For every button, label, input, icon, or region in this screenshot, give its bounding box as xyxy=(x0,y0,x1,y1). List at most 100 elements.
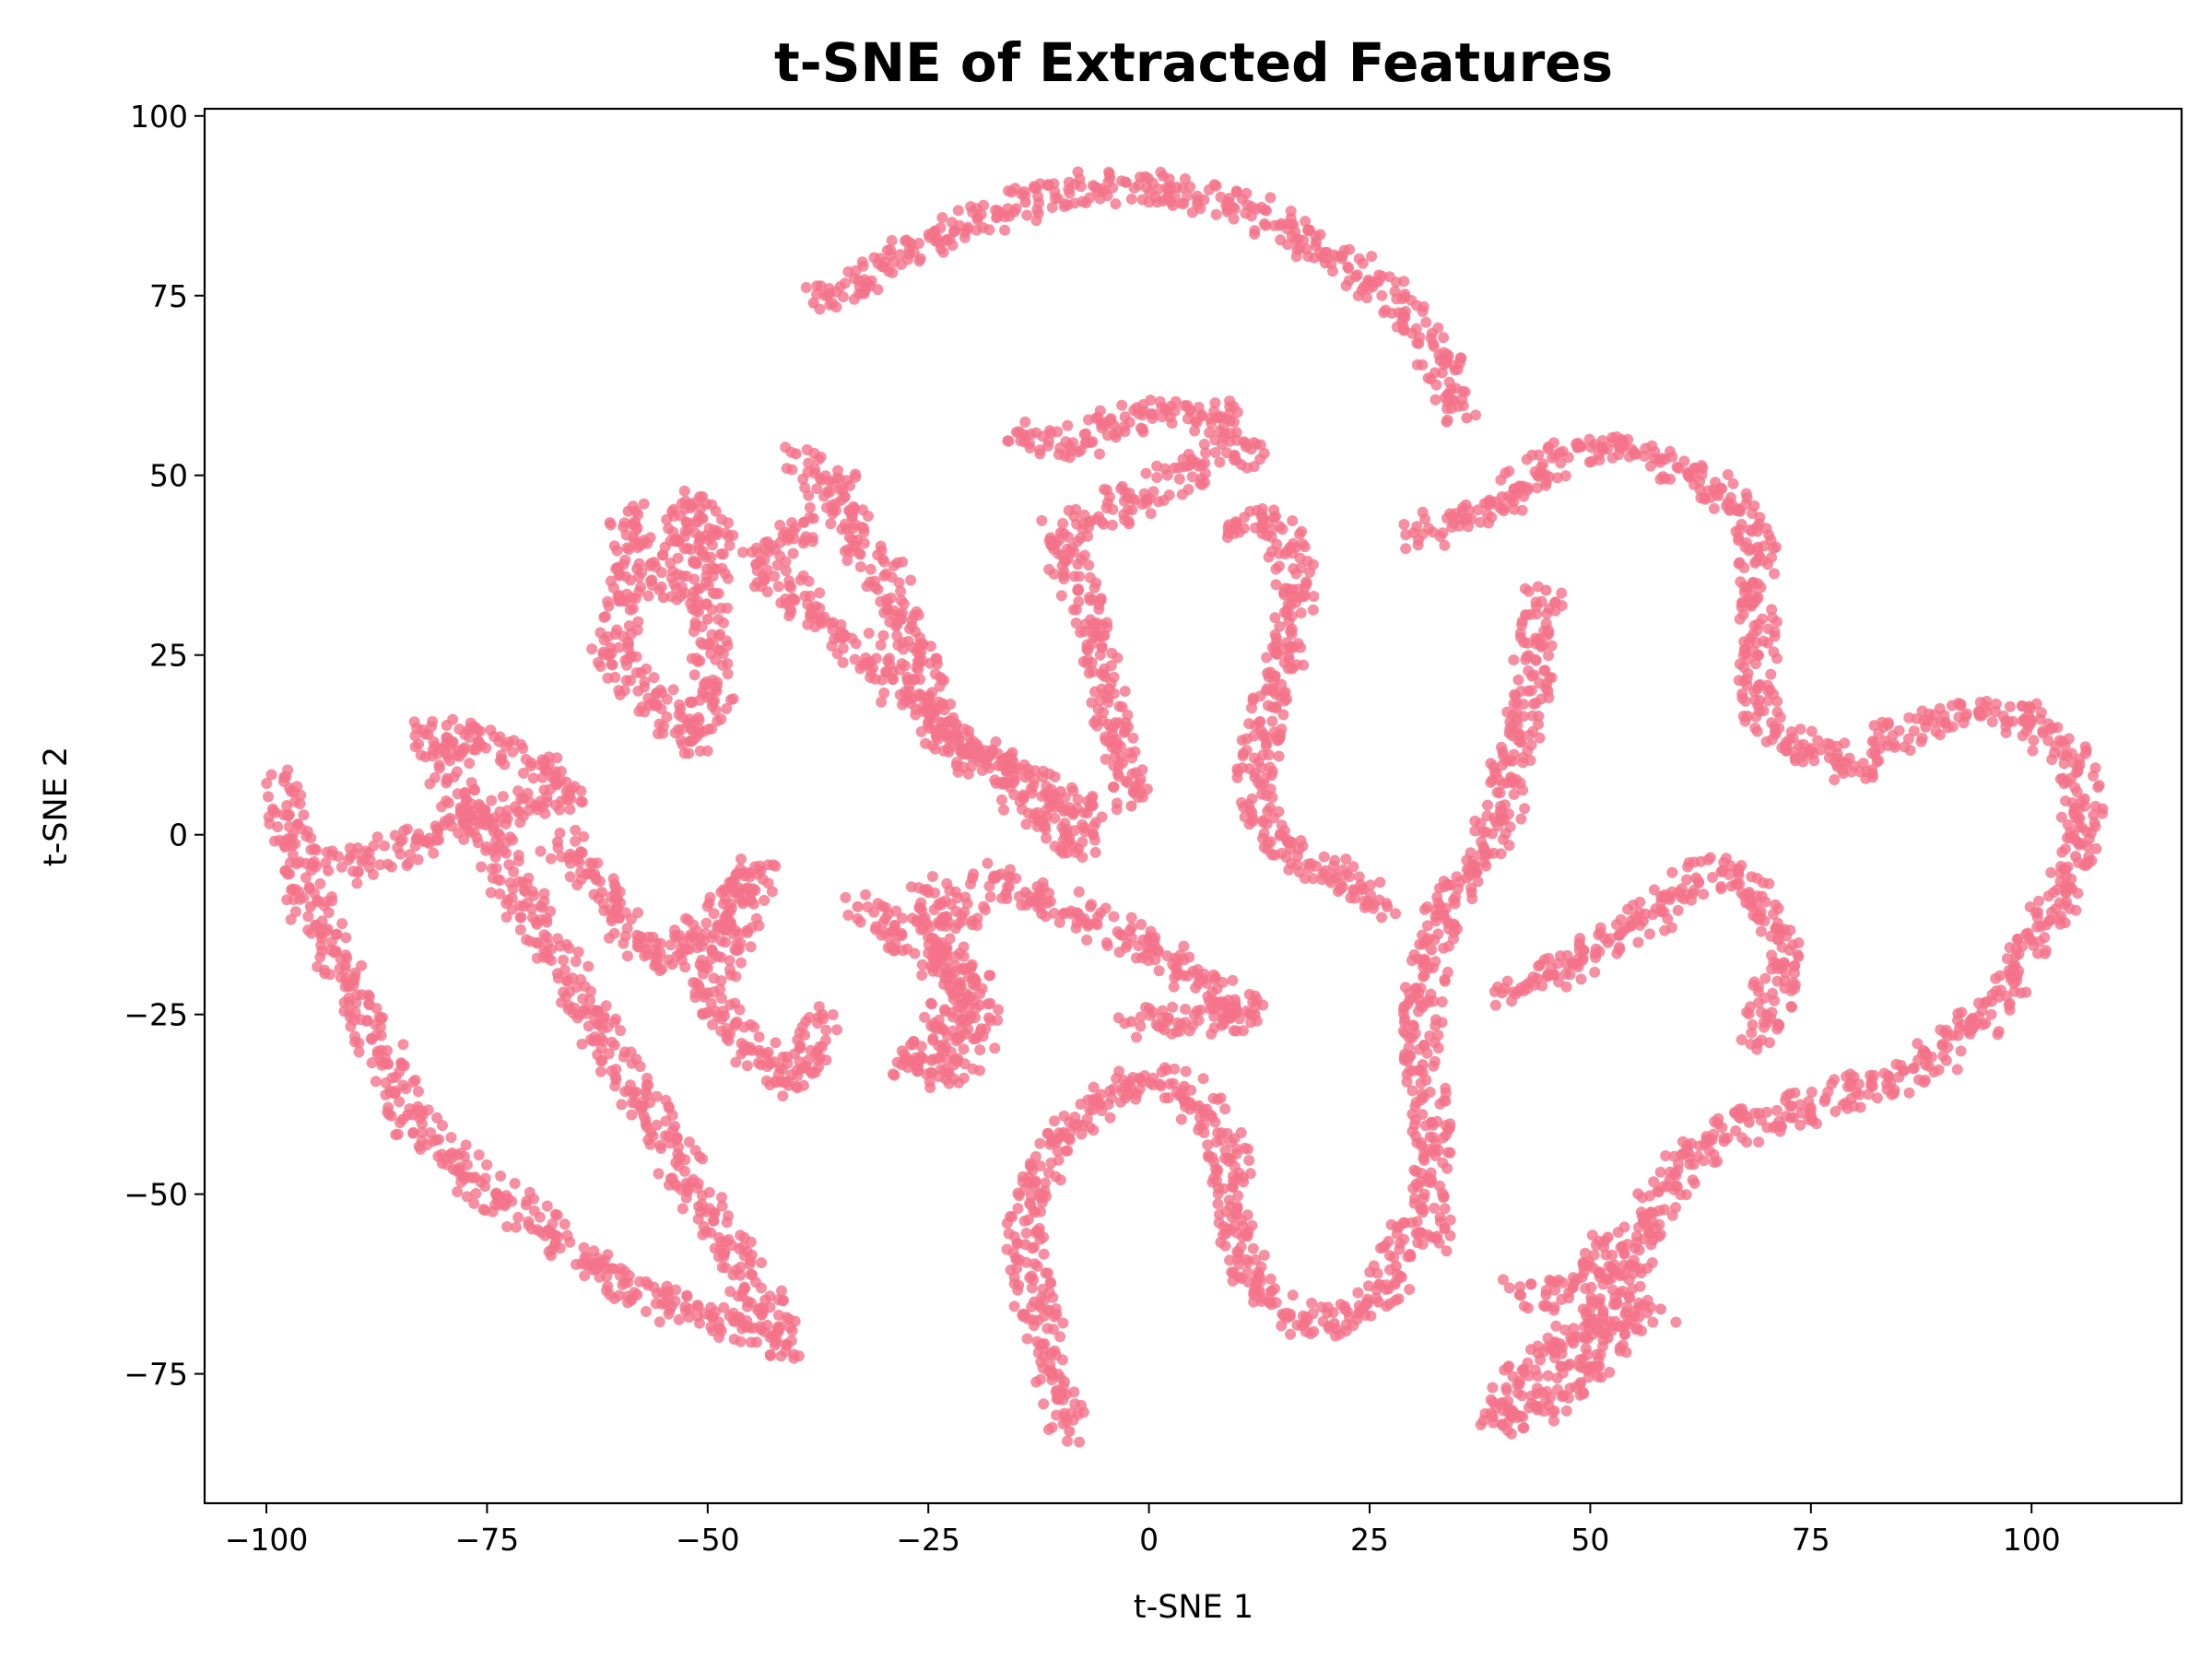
data-point xyxy=(1436,1017,1448,1029)
data-point xyxy=(982,1012,994,1024)
data-point xyxy=(595,1065,606,1077)
data-point xyxy=(427,715,439,727)
data-point xyxy=(1470,409,1482,421)
data-point xyxy=(633,1100,645,1112)
data-point xyxy=(1235,1127,1247,1138)
data-point xyxy=(1406,955,1418,967)
data-point xyxy=(1034,890,1045,902)
data-point xyxy=(1542,685,1554,697)
data-point xyxy=(1506,776,1518,788)
data-point xyxy=(1141,493,1153,505)
data-point xyxy=(1045,1157,1057,1169)
data-point xyxy=(1175,1113,1187,1125)
data-point xyxy=(970,1012,981,1024)
data-point xyxy=(681,1290,693,1302)
data-point xyxy=(1125,194,1137,205)
data-point xyxy=(1139,171,1151,182)
data-point xyxy=(618,630,629,642)
data-point xyxy=(1483,848,1494,860)
data-point xyxy=(1417,1239,1429,1250)
data-point xyxy=(968,868,980,880)
data-point xyxy=(1291,850,1303,862)
data-point xyxy=(1518,985,1529,997)
data-point xyxy=(407,1109,419,1121)
data-point xyxy=(1520,609,1532,621)
data-point xyxy=(1188,1009,1200,1021)
data-point xyxy=(1718,856,1730,868)
data-point xyxy=(1247,996,1259,1008)
data-point xyxy=(1065,782,1077,794)
data-point xyxy=(1376,912,1388,924)
point-cluster xyxy=(1001,1062,1429,1448)
data-point xyxy=(1166,1028,1178,1040)
data-point xyxy=(1436,1187,1448,1199)
data-point xyxy=(1074,1436,1086,1448)
data-point xyxy=(1285,206,1297,217)
data-point xyxy=(1695,855,1707,867)
data-point xyxy=(376,1059,388,1071)
data-point xyxy=(1028,1314,1040,1326)
data-point xyxy=(691,925,703,937)
data-point xyxy=(713,1231,724,1243)
data-point xyxy=(1156,402,1168,413)
data-point xyxy=(1715,883,1727,895)
data-point xyxy=(1108,911,1120,923)
data-point xyxy=(1018,1308,1029,1320)
data-point xyxy=(950,1035,962,1047)
data-point xyxy=(723,1210,734,1222)
data-point xyxy=(605,519,617,531)
data-point xyxy=(1077,806,1089,818)
data-point xyxy=(1789,982,1800,994)
data-point xyxy=(609,1080,621,1092)
data-point xyxy=(958,950,970,962)
data-point xyxy=(1503,840,1515,852)
data-point xyxy=(1448,933,1459,945)
data-point xyxy=(319,968,331,980)
data-point xyxy=(1198,194,1210,206)
data-point xyxy=(1057,908,1069,920)
data-point xyxy=(1140,467,1152,479)
data-point xyxy=(535,845,547,857)
data-point xyxy=(1026,1270,1038,1282)
data-point xyxy=(1136,1076,1148,1088)
data-point xyxy=(1368,899,1380,911)
data-point xyxy=(1099,417,1111,429)
data-point xyxy=(1243,1155,1255,1166)
data-point xyxy=(1281,605,1293,617)
data-point xyxy=(718,1301,730,1313)
data-point xyxy=(905,574,917,586)
data-point xyxy=(1755,925,1767,937)
data-point xyxy=(865,563,877,575)
data-point xyxy=(1243,763,1255,774)
data-point xyxy=(428,847,440,859)
data-point xyxy=(688,669,700,681)
data-point xyxy=(1363,1280,1374,1292)
data-point xyxy=(1543,650,1554,662)
data-point xyxy=(1169,1063,1181,1075)
data-point xyxy=(841,523,853,535)
data-point xyxy=(1059,818,1071,830)
data-point xyxy=(701,563,712,575)
data-point xyxy=(655,567,667,579)
data-point xyxy=(493,1199,505,1211)
data-point xyxy=(1430,394,1441,406)
data-point xyxy=(757,874,769,886)
data-point xyxy=(542,938,554,949)
data-point xyxy=(1036,514,1048,526)
data-point xyxy=(1430,379,1442,391)
data-point xyxy=(1789,967,1800,979)
data-point xyxy=(600,1000,612,1012)
data-point xyxy=(1012,1284,1024,1296)
data-point xyxy=(919,912,931,924)
data-point xyxy=(744,1322,756,1334)
data-point xyxy=(545,853,557,865)
data-point xyxy=(431,1112,443,1124)
data-point xyxy=(1140,949,1152,961)
data-point xyxy=(720,1262,732,1274)
data-point xyxy=(495,1171,507,1182)
data-point xyxy=(633,571,645,582)
data-point xyxy=(578,1241,590,1253)
data-point xyxy=(665,591,677,603)
data-point xyxy=(1465,847,1477,859)
data-point xyxy=(1281,693,1292,705)
